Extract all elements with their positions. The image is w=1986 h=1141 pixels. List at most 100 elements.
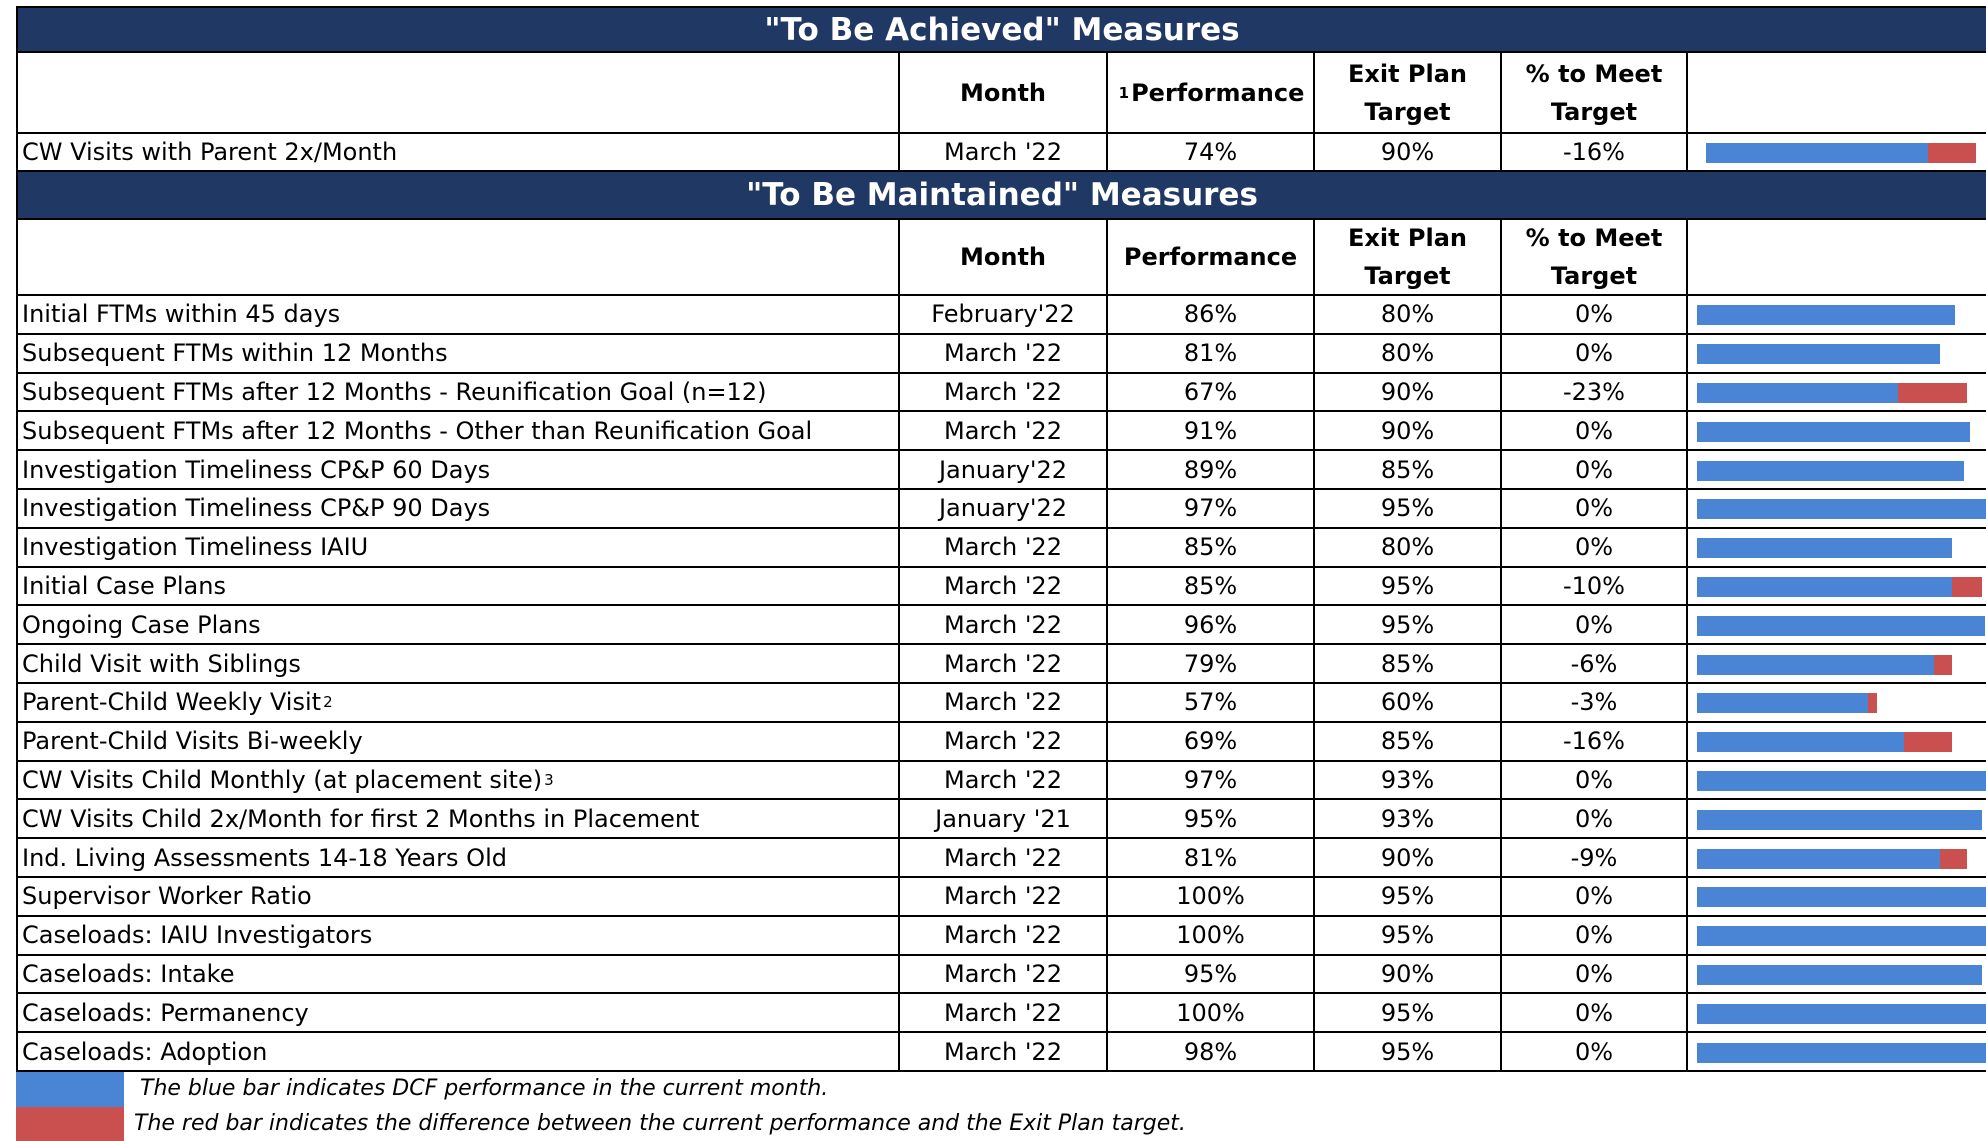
bar-track: [1688, 606, 1986, 643]
month-text: March '22: [944, 1037, 1062, 1066]
measure-cell: Caseloads: Permanency: [16, 994, 900, 1034]
performance-cell: 97%: [1108, 761, 1315, 801]
bar-track: [1688, 451, 1986, 488]
bar-track: [1688, 335, 1986, 372]
header-cell: [16, 220, 900, 296]
bar-track: [1688, 490, 1986, 527]
gap-cell: 0%: [1502, 490, 1688, 529]
performance-text: 67%: [1183, 377, 1238, 406]
month-text: February'22: [931, 300, 1075, 329]
performance-bar: [1697, 538, 1952, 559]
month-text: March '22: [944, 727, 1062, 756]
performance-bar: [1697, 732, 1904, 753]
performance-text: 85%: [1183, 571, 1238, 600]
header-cell: Month: [900, 53, 1108, 134]
month-text: March '22: [944, 998, 1062, 1027]
performance-cell: 95%: [1108, 800, 1315, 840]
target-cell: 90%: [1315, 373, 1502, 413]
gap-text: 0%: [1574, 610, 1614, 639]
measure-cell: CW Visits Child Monthly (at placement si…: [16, 761, 900, 801]
month-cell: March '22: [900, 606, 1108, 646]
performance-bar: [1697, 1042, 1986, 1063]
month-text: March '22: [944, 765, 1062, 794]
measure-text: Investigation Timeliness CP&P 90 Days: [22, 494, 491, 523]
performance-text: 89%: [1183, 455, 1238, 484]
header-text: Exit Plan Target: [1347, 59, 1468, 126]
gap-text: 0%: [1574, 882, 1614, 911]
month-cell: March '22: [900, 878, 1108, 917]
performance-bar: [1697, 344, 1940, 365]
bar-cell: [1688, 994, 1986, 1034]
target-text: 85%: [1380, 649, 1435, 678]
header-cell: [1688, 53, 1986, 134]
measure-cell: Supervisor Worker Ratio: [16, 878, 900, 917]
month-cell: January'22: [900, 490, 1108, 529]
target-text: 95%: [1380, 1037, 1435, 1066]
month-text: March '22: [944, 610, 1062, 639]
bar-cell: [1688, 800, 1986, 840]
performance-text: 91%: [1183, 416, 1238, 445]
performance-cell: 96%: [1108, 606, 1315, 646]
gap-bar: [1952, 576, 1982, 597]
target-text: 80%: [1380, 300, 1435, 329]
target-cell: 80%: [1315, 296, 1502, 335]
target-cell: 80%: [1315, 528, 1502, 568]
bar-track: [1688, 529, 1986, 566]
target-text: 95%: [1380, 571, 1435, 600]
month-cell: March '22: [900, 567, 1108, 607]
bar-track: [1688, 645, 1986, 682]
gap-text: -9%: [1570, 843, 1618, 872]
performance-cell: 100%: [1108, 878, 1315, 917]
gap-text: 0%: [1574, 533, 1614, 562]
performance-text: 85%: [1183, 533, 1238, 562]
bar-cell: [1688, 839, 1986, 878]
gap-cell: 0%: [1502, 1033, 1688, 1072]
target-text: 95%: [1380, 921, 1435, 950]
gap-text: 0%: [1574, 998, 1614, 1027]
performance-cell: 98%: [1108, 1033, 1315, 1072]
footnote-mark: 1: [1118, 83, 1130, 102]
gap-text: 0%: [1574, 494, 1614, 523]
bar-cell: [1688, 606, 1986, 646]
measure-text: Ongoing Case Plans: [22, 610, 261, 639]
gap-cell: 0%: [1502, 994, 1688, 1034]
target-cell: 95%: [1315, 878, 1502, 917]
target-cell: 80%: [1315, 334, 1502, 374]
bar-cell: [1688, 684, 1986, 723]
gap-text: -3%: [1570, 688, 1618, 717]
gap-bar: [1928, 143, 1976, 163]
header-text: Exit Plan Target: [1347, 224, 1468, 290]
performance-bar: [1697, 499, 1986, 520]
header-text: Month: [959, 78, 1046, 107]
section-title-text: "To Be Achieved" Measures: [764, 11, 1240, 48]
month-text: March '22: [944, 688, 1062, 717]
measure-text: Caseloads: Intake: [22, 959, 235, 988]
bar-cell: [1688, 645, 1986, 684]
bar-cell: [1688, 490, 1986, 529]
performance-bar: [1697, 693, 1868, 714]
header-cell: % to Meet Target: [1502, 220, 1688, 296]
gap-cell: 0%: [1502, 606, 1688, 646]
performance-text: 81%: [1183, 843, 1238, 872]
header-text: Month: [959, 243, 1046, 271]
performance-cell: 100%: [1108, 994, 1315, 1034]
bar-track: [1688, 134, 1986, 170]
target-text: 90%: [1380, 138, 1435, 166]
performance-bar: [1697, 887, 1986, 908]
measure-text: Caseloads: Permanency: [22, 998, 309, 1027]
gap-cell: 0%: [1502, 761, 1688, 801]
month-text: January'22: [938, 455, 1068, 484]
bar-cell: [1688, 529, 1986, 568]
measure-cell: Investigation Timeliness IAIU: [16, 528, 900, 568]
section-title-text: "To Be Maintained" Measures: [746, 177, 1258, 213]
target-text: 93%: [1380, 804, 1435, 833]
month-cell: March '22: [900, 134, 1108, 172]
target-cell: 95%: [1315, 1033, 1502, 1072]
performance-bar: [1706, 143, 1928, 163]
gap-text: 0%: [1574, 921, 1614, 950]
month-cell: March '22: [900, 839, 1108, 878]
gap-text: 0%: [1574, 765, 1614, 794]
target-cell: 93%: [1315, 761, 1502, 801]
gap-cell: -3%: [1502, 684, 1688, 723]
